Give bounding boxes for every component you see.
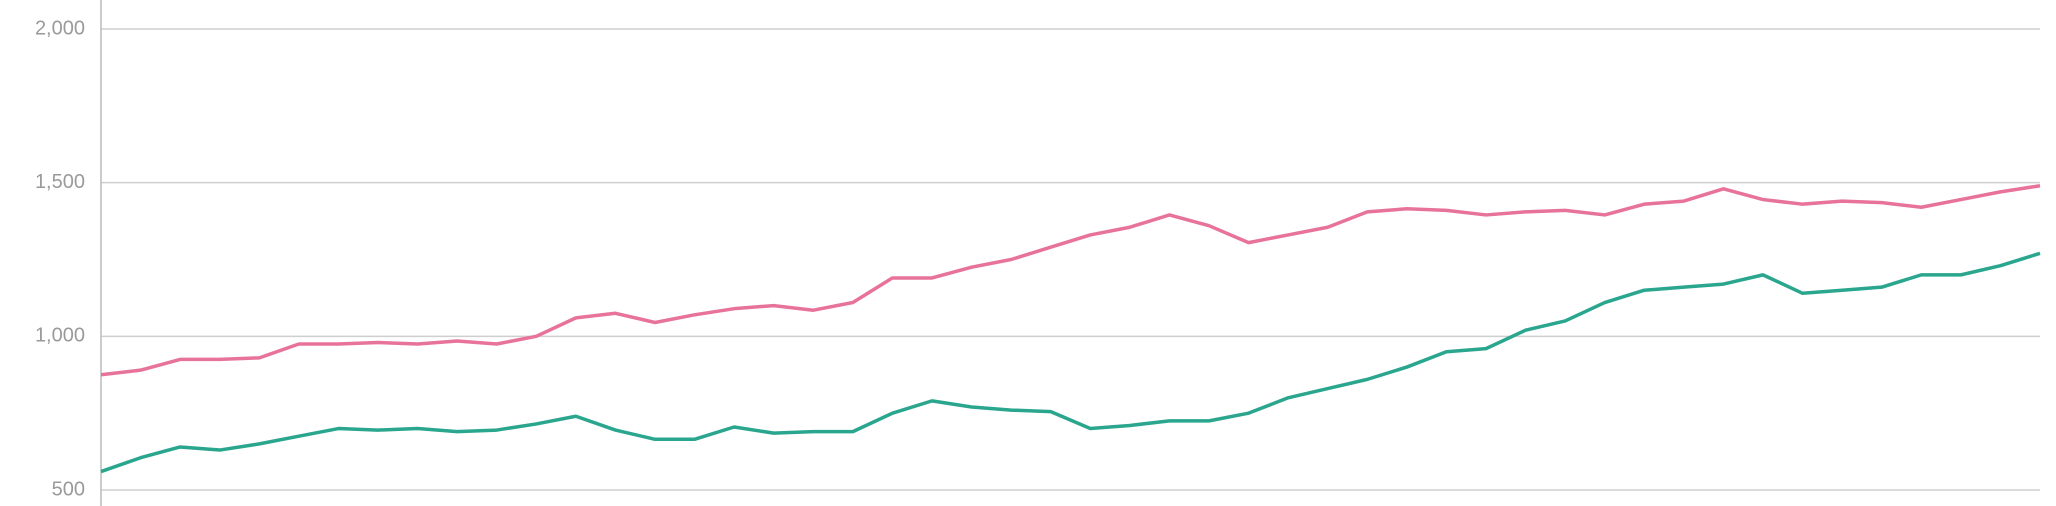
line-series xyxy=(100,184,2041,377)
y-tick-label: 2,000 xyxy=(35,17,85,39)
y-tick-label: 500 xyxy=(52,478,85,500)
line-series xyxy=(100,251,2041,474)
y-tick-label: 1,500 xyxy=(35,171,85,193)
y-tick-label: 1,000 xyxy=(35,325,85,347)
